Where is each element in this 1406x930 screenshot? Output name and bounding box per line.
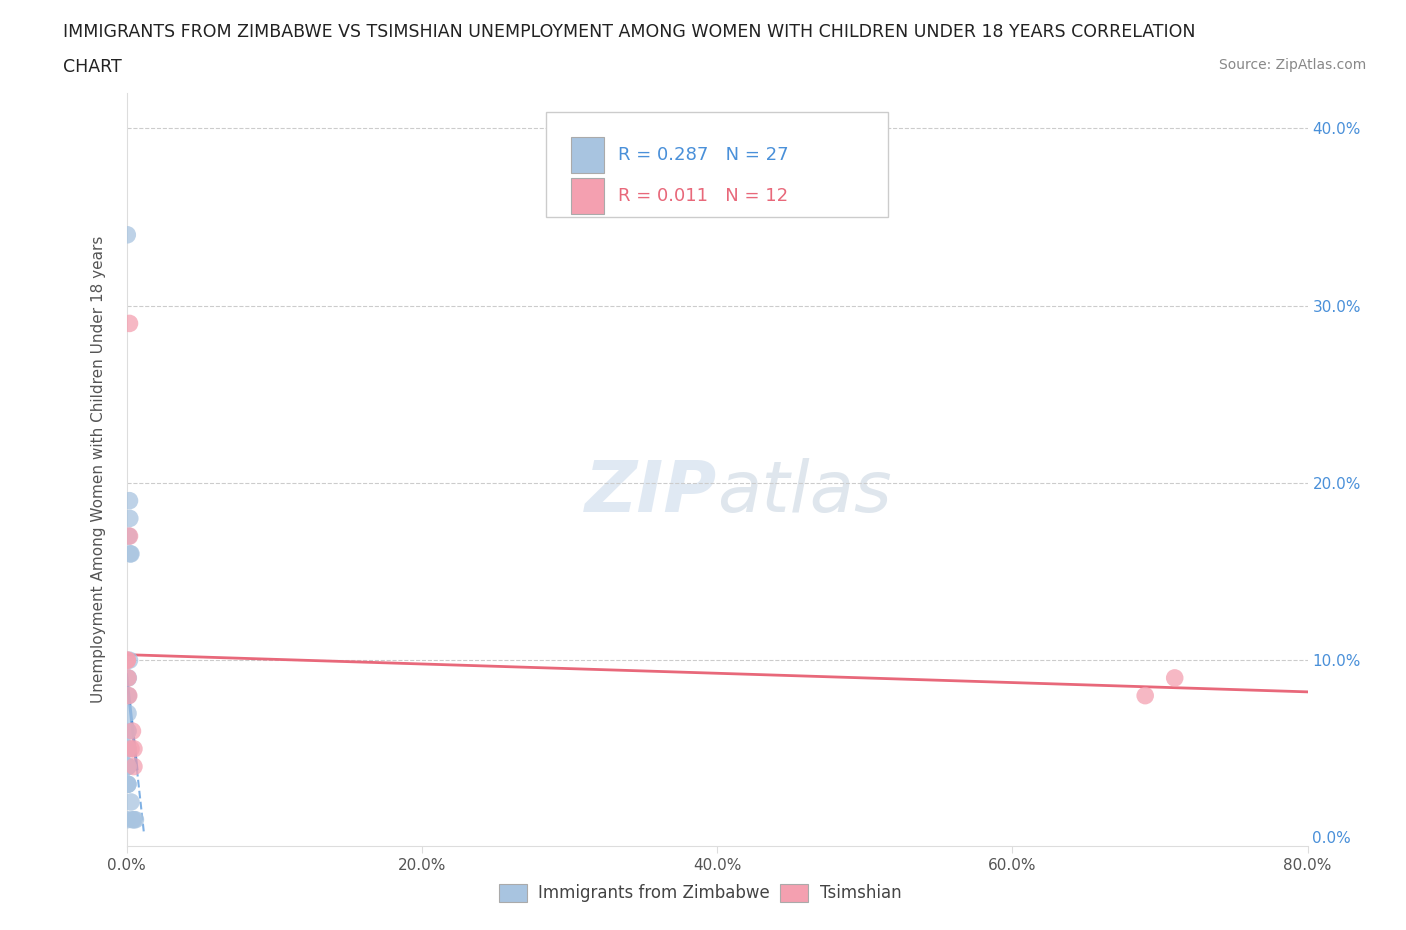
Point	[120, 741, 142, 756]
Point	[117, 741, 139, 756]
Point	[117, 759, 139, 774]
Point	[117, 724, 139, 738]
Point	[120, 547, 142, 562]
Text: Source: ZipAtlas.com: Source: ZipAtlas.com	[1219, 58, 1367, 72]
Point	[117, 227, 139, 242]
Point	[124, 812, 146, 827]
Text: R = 0.287   N = 27: R = 0.287 N = 27	[617, 146, 789, 164]
Point	[122, 812, 145, 827]
FancyBboxPatch shape	[571, 179, 603, 214]
Point	[122, 759, 145, 774]
Point	[117, 759, 139, 774]
Point	[118, 493, 141, 508]
Point	[117, 706, 139, 721]
Point	[120, 547, 142, 562]
Point	[118, 528, 141, 543]
Point	[117, 653, 139, 668]
Point	[121, 812, 143, 827]
Point	[117, 741, 139, 756]
Point	[117, 688, 139, 703]
Point	[117, 671, 139, 685]
Point	[1164, 671, 1187, 685]
Point	[117, 777, 139, 791]
Point	[117, 724, 139, 738]
Point	[118, 511, 141, 525]
Text: IMMIGRANTS FROM ZIMBABWE VS TSIMSHIAN UNEMPLOYMENT AMONG WOMEN WITH CHILDREN UND: IMMIGRANTS FROM ZIMBABWE VS TSIMSHIAN UN…	[63, 23, 1195, 41]
Point	[1135, 688, 1157, 703]
Point	[120, 794, 142, 809]
Y-axis label: Unemployment Among Women with Children Under 18 years: Unemployment Among Women with Children U…	[91, 236, 105, 703]
Point	[118, 688, 141, 703]
Point	[117, 741, 139, 756]
Point	[117, 777, 139, 791]
FancyBboxPatch shape	[571, 137, 603, 173]
Point	[118, 316, 141, 331]
Point	[118, 528, 141, 543]
Point	[117, 671, 139, 685]
Text: ZIP: ZIP	[585, 458, 717, 526]
Point	[121, 724, 143, 738]
Point	[118, 653, 141, 668]
Text: R = 0.011   N = 12: R = 0.011 N = 12	[617, 187, 787, 206]
Point	[117, 759, 139, 774]
Text: Immigrants from Zimbabwe: Immigrants from Zimbabwe	[538, 884, 770, 902]
Text: Tsimshian: Tsimshian	[820, 884, 901, 902]
Text: CHART: CHART	[63, 58, 122, 75]
Point	[117, 741, 139, 756]
Point	[122, 741, 145, 756]
FancyBboxPatch shape	[546, 112, 889, 218]
Point	[117, 777, 139, 791]
Text: atlas: atlas	[717, 458, 891, 526]
Point	[117, 812, 139, 827]
Point	[117, 653, 139, 668]
